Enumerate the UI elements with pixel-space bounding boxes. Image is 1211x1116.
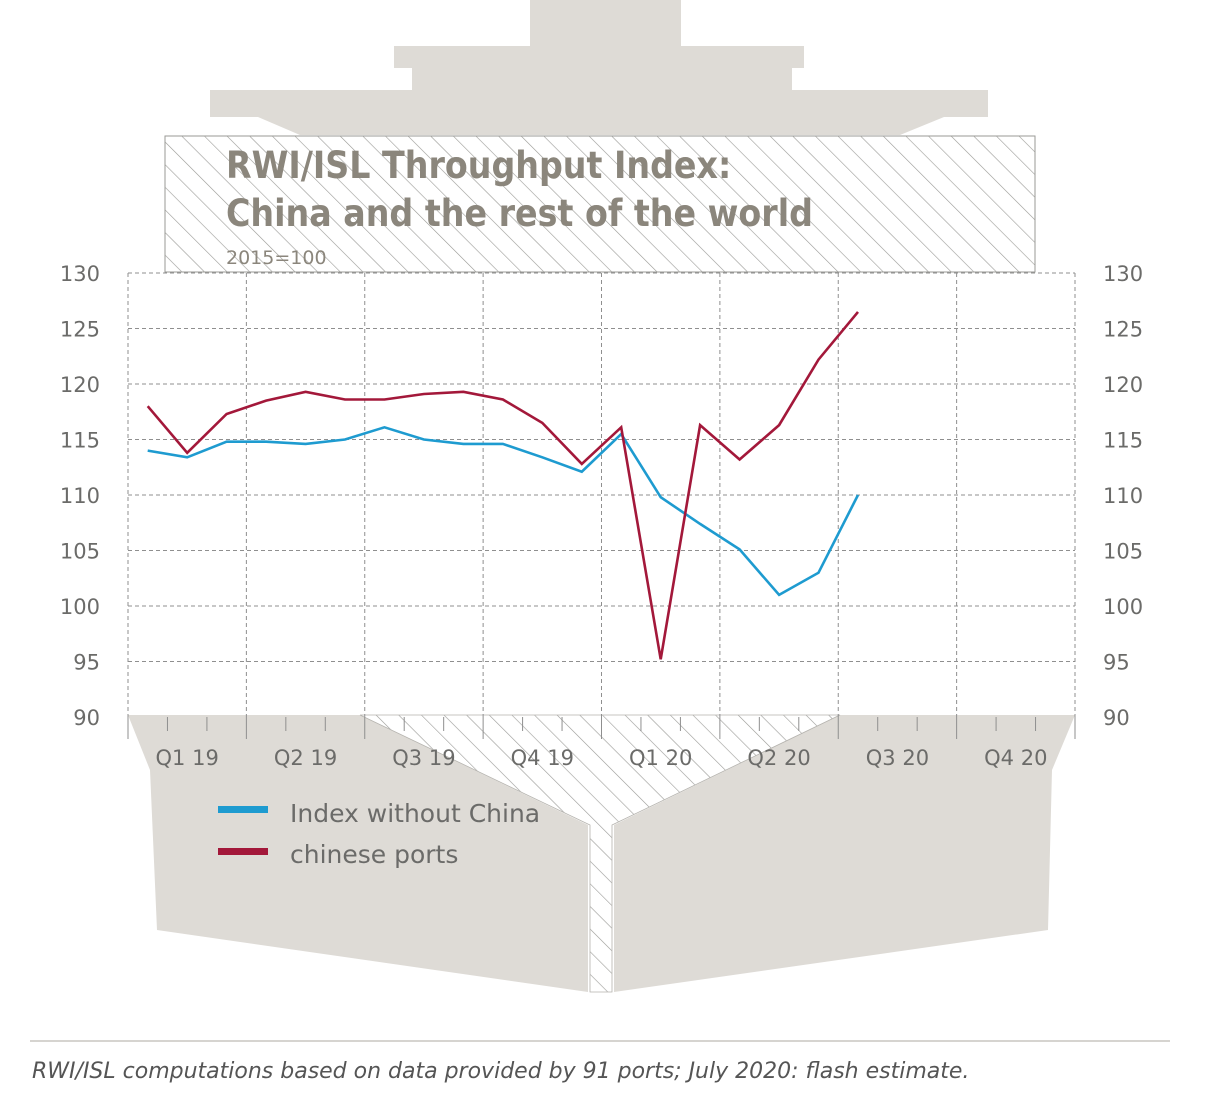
x-axis: Q1 19 Q2 19 Q3 19 Q4 19 Q1 20 Q2 20 Q3 20 Q4 20 xyxy=(127,717,1076,770)
series-line-index-without-china xyxy=(147,425,860,597)
y-tick-label-right: 110 xyxy=(1103,484,1143,508)
legend-label-index-without-china: Index without China xyxy=(290,799,540,828)
y-axis-left: 130 125 120 115 110 105 100 95 90 xyxy=(60,262,100,730)
grid-lines xyxy=(127,272,1076,717)
footer: RWI/ISL computations based on data provi… xyxy=(30,1040,1170,1084)
y-tick-label-right: 125 xyxy=(1103,318,1143,342)
y-tick-label-left: 90 xyxy=(73,706,100,730)
ship-illustration xyxy=(128,0,1075,993)
ship-bridge xyxy=(394,46,804,68)
title-block: RWI/ISL Throughput Index: China and the … xyxy=(226,144,813,269)
y-tick-label-right: 105 xyxy=(1103,540,1143,564)
y-tick-label-right: 120 xyxy=(1103,373,1143,397)
y-tick-label-left: 100 xyxy=(60,595,100,619)
x-tick-label: Q1 20 xyxy=(629,746,692,770)
source-note: RWI/ISL computations based on data provi… xyxy=(32,1059,969,1084)
y-tick-label-right: 90 xyxy=(1103,706,1130,730)
ship-bridge-lower xyxy=(412,66,792,92)
chart-title: RWI/ISL Throughput Index: xyxy=(226,144,731,187)
y-tick-label-right: 130 xyxy=(1103,262,1143,286)
series-line-chinese-ports xyxy=(146,311,860,660)
legend-swatch-chinese-ports xyxy=(218,848,268,855)
ship-bow-left xyxy=(128,715,588,992)
chart-subtitle: China and the rest of the world xyxy=(226,192,813,235)
base-note: 2015=100 xyxy=(226,247,327,269)
x-tick-label: Q2 20 xyxy=(747,746,810,770)
plot-area: 130 125 120 115 110 105 100 95 90 130 125 120 115 11… xyxy=(60,262,1143,770)
y-tick-label-left: 95 xyxy=(73,651,100,675)
ship-bow-hatched xyxy=(359,714,841,993)
y-tick-label-left: 130 xyxy=(60,262,100,286)
y-tick-label-left: 125 xyxy=(60,318,100,342)
series-lines xyxy=(146,311,860,660)
ship-mast xyxy=(530,0,681,48)
x-tick-label: Q4 20 xyxy=(984,746,1047,770)
x-tick-label: Q2 19 xyxy=(274,746,337,770)
y-tick-label-left: 115 xyxy=(60,429,100,453)
x-tick-label: Q3 19 xyxy=(392,746,455,770)
legend-swatch-index-without-china xyxy=(218,806,268,813)
y-tick-label-left: 110 xyxy=(60,484,100,508)
y-tick-label-right: 115 xyxy=(1103,429,1143,453)
y-tick-label-right: 95 xyxy=(1103,651,1130,675)
ship-bow-right xyxy=(614,715,1075,992)
ship-upper-deck xyxy=(210,90,988,135)
legend-label-chinese-ports: chinese ports xyxy=(290,840,458,869)
y-tick-label-left: 105 xyxy=(60,540,100,564)
y-tick-label-right: 100 xyxy=(1103,595,1143,619)
y-tick-label-left: 120 xyxy=(60,373,100,397)
x-tick-label: Q3 20 xyxy=(866,746,929,770)
container-block-hatched xyxy=(164,135,1036,273)
legend: Index without China chinese ports xyxy=(218,799,540,869)
y-axis-right: 130 125 120 115 110 105 100 95 90 xyxy=(1103,262,1143,730)
x-tick-label: Q1 19 xyxy=(156,746,219,770)
x-tick-label: Q4 19 xyxy=(511,746,574,770)
